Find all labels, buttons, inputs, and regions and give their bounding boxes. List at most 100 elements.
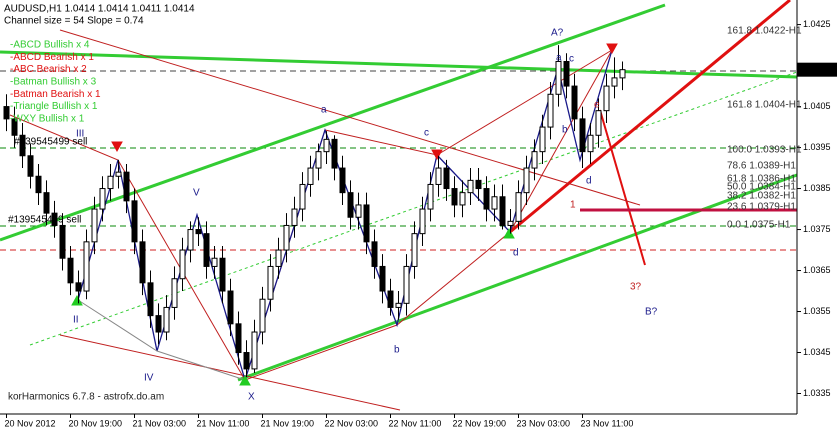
candle-body (67, 257, 74, 284)
candle-body (259, 298, 266, 333)
y-tick-label: 1.0405 (803, 101, 831, 111)
arrow-up (71, 227, 515, 386)
candle-body (131, 200, 138, 243)
candle-body (147, 282, 154, 317)
candle-body (211, 257, 218, 267)
fib-label: 0.0 1.0375-H1 (727, 220, 791, 231)
x-tick-label: 20 Nov 19:00 (69, 418, 123, 428)
candle-body (19, 134, 26, 157)
channel-line (29, 71, 798, 346)
candle-body (371, 241, 378, 267)
candle-body (195, 229, 202, 235)
candle-body (563, 60, 570, 87)
candle-body (59, 224, 66, 259)
subtitle: Channel size = 54 Slope = 0.74 (4, 16, 144, 27)
candle-body (307, 167, 314, 185)
candle-body (51, 212, 58, 226)
candle-body (427, 183, 434, 210)
candle-body (291, 208, 298, 226)
candle-body (219, 257, 226, 292)
x-tick-label: 21 Nov 11:00 (197, 418, 250, 428)
x-tick-label: 20 Nov 2012 (5, 418, 56, 428)
candle-body (331, 138, 338, 169)
y-tick-label: 1.0375 (803, 224, 831, 234)
x-tick-label: 22 Nov 03:00 (325, 418, 379, 428)
trend-line (509, 0, 791, 234)
point-label: 3? (630, 282, 642, 293)
trend-line (599, 109, 646, 266)
candle-body (475, 179, 482, 190)
candle-body (163, 306, 170, 333)
arrow-down (111, 43, 618, 161)
fib-label: 100.0 1.0393-H1 (727, 145, 802, 156)
x-tick-label: 22 Nov 11:00 (389, 418, 442, 428)
candle-body (3, 106, 10, 120)
candle-body (339, 167, 346, 194)
point-label: d (513, 248, 519, 259)
candle-body (83, 241, 90, 292)
point-label: b (562, 125, 568, 136)
candle-body (363, 204, 370, 243)
candle-body (171, 278, 178, 308)
chart-title: AUDUSD,H1 1.0414 1.0414 1.0411 1.0414 (4, 4, 195, 15)
candle-body (251, 331, 258, 370)
candle-body (491, 196, 498, 210)
point-label: a (321, 105, 327, 116)
order-label: #139545499 sell (8, 215, 81, 226)
x-tick-label: 23 Nov 03:00 (517, 418, 571, 428)
candle-body (467, 179, 474, 194)
point-label: d (586, 176, 592, 187)
fib-label: 61.8 1.0386-H1 (727, 174, 796, 185)
pattern-entry: -Batman Bearish x 1 (10, 89, 101, 100)
candle-body (299, 183, 306, 210)
price-tag-label: 1.0414 (801, 64, 829, 74)
y-tick-label: 1.0365 (803, 265, 831, 275)
candle-body (611, 77, 618, 87)
candle-body (35, 175, 42, 194)
candle-body (451, 188, 458, 206)
pattern-line (244, 49, 613, 381)
x-tick-label: 21 Nov 19:00 (261, 418, 315, 428)
candle-body (587, 134, 594, 153)
candle-body (27, 155, 34, 177)
point-label: b (394, 345, 400, 356)
candle-body (275, 249, 282, 267)
order-label: #139545499 sell (14, 137, 87, 148)
candle-body (523, 167, 530, 194)
pattern-entry: -ABCD Bearish x 1 (10, 52, 94, 63)
candle-body (459, 192, 466, 206)
pattern-entry: -Batman Bullish x 3 (10, 77, 97, 88)
candle-body (403, 265, 410, 304)
overlays (0, 0, 798, 411)
candle-body (387, 290, 394, 308)
y-tick-label: 1.0335 (803, 388, 831, 398)
candle-body (227, 290, 234, 325)
point-label: a (556, 53, 562, 64)
candle-body (315, 151, 322, 169)
point-label: IV (144, 373, 154, 384)
pattern-entry: -ABCD Bullish x 4 (10, 40, 90, 51)
candle-body (283, 224, 290, 251)
candle-body (579, 118, 586, 153)
candle-body (235, 323, 242, 354)
candle-body (139, 241, 146, 284)
candle-body (483, 188, 490, 210)
candle-body (419, 208, 426, 235)
candle-body (515, 192, 522, 222)
fib-label: 38.2 1.0382-H1 (727, 191, 796, 202)
point-label: A? (551, 28, 564, 39)
fib-label: 161.8 1.0422-H1 (727, 26, 802, 37)
y-tick-label: 1.0355 (803, 306, 831, 316)
candle-body (243, 352, 250, 370)
candle-body (395, 302, 402, 308)
candle-body (595, 110, 602, 136)
point-label: c (424, 128, 429, 139)
fib-label: 23.6 1.0379-H1 (727, 202, 796, 213)
candle-body (99, 188, 106, 210)
point-label: 1 (570, 200, 576, 211)
x-tick-label: 21 Nov 03:00 (133, 418, 187, 428)
point-label: III (76, 129, 84, 140)
y-tick-label: 1.0385 (803, 183, 831, 193)
